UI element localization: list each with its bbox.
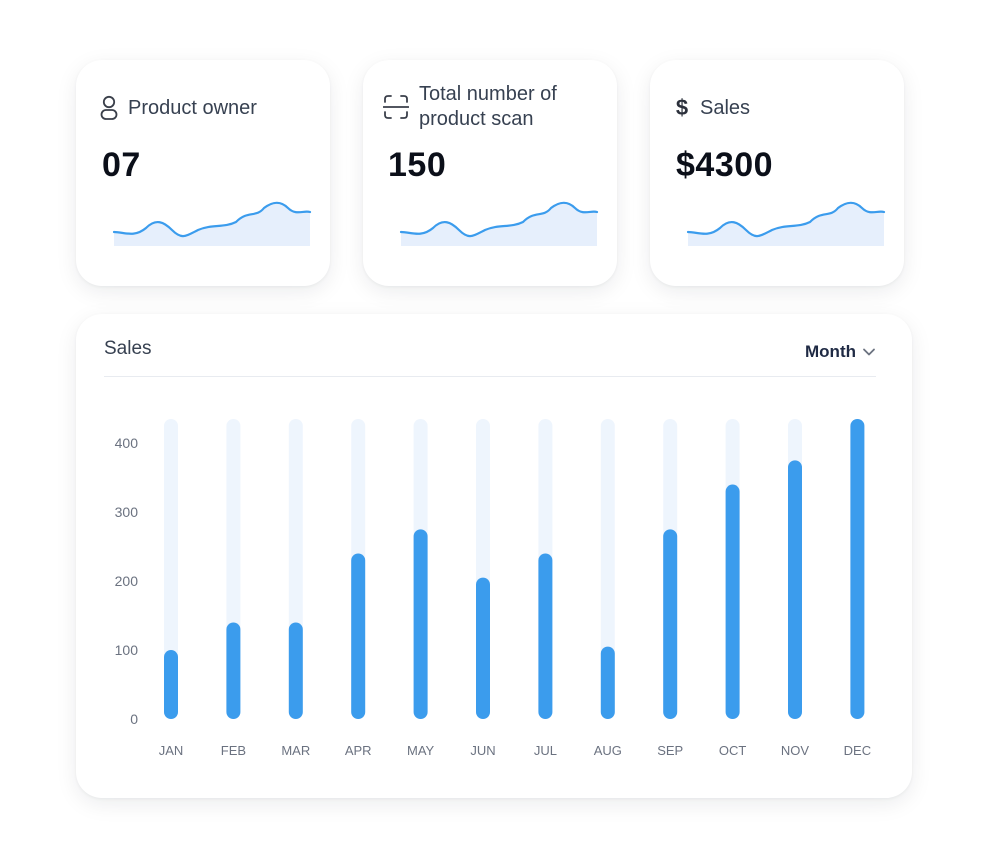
bar-oct[interactable] xyxy=(725,484,740,719)
stat-label-line: product scan xyxy=(419,108,534,130)
x-tick-label: JUL xyxy=(534,743,557,758)
bar-nov[interactable] xyxy=(788,460,802,719)
x-tick-label: MAY xyxy=(407,743,435,758)
stat-label: Total number of product scan xyxy=(419,82,557,132)
scan-icon xyxy=(383,94,409,120)
stat-card-sales: $ Sales $4300 xyxy=(650,60,904,286)
stat-label: Sales xyxy=(700,96,751,119)
x-tick-label: FEB xyxy=(221,743,246,758)
sales-chart-card: Sales Month 0 100 200 300 400 JAN FEB MAR APR MAY… xyxy=(76,314,912,798)
y-tick-label: 100 xyxy=(115,642,139,658)
bar-jan[interactable] xyxy=(164,650,178,719)
bar-apr[interactable] xyxy=(351,553,366,719)
y-tick-label: 0 xyxy=(130,711,138,727)
x-tick-label: OCT xyxy=(719,743,747,758)
x-tick-label: NOV xyxy=(781,743,810,758)
y-tick-label: 200 xyxy=(115,573,139,589)
sparkline xyxy=(112,201,312,246)
x-tick-label: APR xyxy=(345,743,372,758)
bar-may[interactable] xyxy=(413,529,428,719)
stat-label-line: Total number of xyxy=(419,83,557,105)
sparkline xyxy=(686,201,886,246)
stat-card-header: $ Sales xyxy=(674,95,750,121)
period-label: Month xyxy=(805,342,856,361)
bar-chart: 0 100 200 300 400 JAN FEB MAR APR MAY JUN JUL AUG SEP… xyxy=(115,419,871,758)
period-dropdown[interactable]: Month xyxy=(805,342,876,362)
y-tick-label: 300 xyxy=(115,504,139,520)
stat-value: 07 xyxy=(102,146,141,184)
x-tick-label: DEC xyxy=(844,743,871,758)
bar-track xyxy=(600,419,615,719)
chart-title: Sales xyxy=(104,338,152,359)
x-tick-label: JAN xyxy=(159,743,184,758)
sparkline xyxy=(399,201,599,246)
dollar-icon: $ xyxy=(675,95,689,120)
stat-card-header: Product owner xyxy=(100,95,257,121)
x-tick-label: JUN xyxy=(470,743,495,758)
stat-value: 150 xyxy=(388,146,447,184)
y-tick-label: 400 xyxy=(115,435,139,451)
bar-track xyxy=(164,419,178,719)
x-tick-label: MAR xyxy=(281,743,310,758)
stat-card-product-scan: Total number of product scan 150 xyxy=(363,60,617,286)
stat-label: Product owner xyxy=(128,96,257,119)
bar-feb[interactable] xyxy=(226,622,241,719)
stat-value: $4300 xyxy=(676,146,774,184)
x-tick-label: SEP xyxy=(657,743,683,758)
x-tick-label: AUG xyxy=(594,743,622,758)
user-icon xyxy=(100,95,118,121)
header-divider xyxy=(104,376,876,377)
bar-dec[interactable] xyxy=(850,419,865,719)
bar-jun[interactable] xyxy=(476,577,490,719)
bar-jul[interactable] xyxy=(538,553,553,719)
bar-sep[interactable] xyxy=(663,529,678,719)
bar-mar[interactable] xyxy=(288,622,303,719)
stat-card-product-owner: Product owner 07 xyxy=(76,60,330,286)
bar-aug[interactable] xyxy=(600,646,615,719)
chevron-down-icon xyxy=(862,347,876,357)
stat-card-header: Total number of product scan xyxy=(383,82,557,132)
